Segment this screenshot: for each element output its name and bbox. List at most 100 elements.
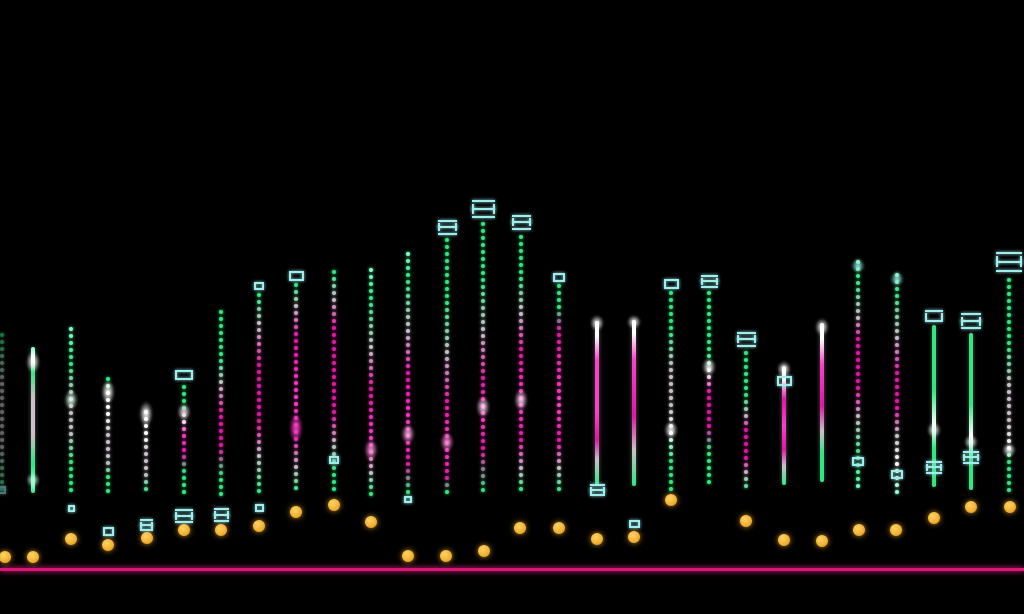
- column-dot: [744, 379, 748, 383]
- column-dot: [182, 399, 186, 403]
- column-dot: [182, 413, 186, 417]
- marker-bar: [139, 524, 153, 526]
- column-dot: [369, 373, 373, 377]
- column-dot: [519, 284, 523, 288]
- column-segment: [820, 323, 824, 482]
- column-dot: [856, 330, 860, 334]
- column-dot: [1007, 425, 1011, 429]
- column-dot: [257, 314, 261, 318]
- column-dot: [294, 290, 298, 294]
- column-dot: [406, 280, 410, 284]
- column-dot: [257, 489, 261, 493]
- beat-dot: [553, 522, 565, 534]
- column-dot: [69, 341, 73, 345]
- beat-dot: [740, 515, 752, 527]
- cap-marker-icon: [996, 252, 1022, 272]
- column-dot: [332, 459, 336, 463]
- column-dot: [445, 280, 449, 284]
- column-dot: [257, 356, 261, 360]
- column-dot: [0, 410, 4, 414]
- column-dot: [0, 438, 4, 442]
- column-dot: [257, 391, 261, 395]
- column-dot: [406, 308, 410, 312]
- column-dot: [406, 329, 410, 333]
- column-dot: [519, 256, 523, 260]
- column-dot: [144, 487, 148, 491]
- beat-dot: [628, 531, 640, 543]
- column-dot: [557, 319, 561, 323]
- column-dot: [557, 333, 561, 337]
- column-dot: [707, 361, 711, 365]
- column-dot: [144, 473, 148, 477]
- column-dot: [895, 406, 899, 410]
- column-dot: [481, 474, 485, 478]
- marker-bar: [700, 280, 718, 282]
- marker-bar: [471, 216, 495, 218]
- column-dot: [406, 441, 410, 445]
- column-dot: [219, 401, 223, 405]
- column-dot: [106, 384, 110, 388]
- cap-marker-icon: [175, 509, 193, 523]
- column-dot: [332, 389, 336, 393]
- column-dot: [219, 359, 223, 363]
- cap-marker-icon: [852, 456, 864, 466]
- column: [175, 370, 193, 523]
- cap-marker-icon: [961, 313, 981, 329]
- column-dot: [406, 252, 410, 256]
- marker-bar: [213, 508, 229, 510]
- column-dot: [707, 452, 711, 456]
- marker-bar: [852, 456, 864, 459]
- column: [254, 282, 264, 512]
- column-dot: [406, 336, 410, 340]
- column-dot: [557, 466, 561, 470]
- column-dot: [445, 266, 449, 270]
- column-dot: [182, 462, 186, 466]
- marker-bar: [175, 521, 193, 523]
- marker-bracket-side: [1020, 256, 1022, 267]
- marker-bar: [511, 214, 531, 217]
- column-dot: [219, 457, 223, 461]
- column-dot: [144, 445, 148, 449]
- column-dot: [445, 308, 449, 312]
- column-dot: [294, 395, 298, 399]
- column-dot: [69, 474, 73, 478]
- marker-bar: [736, 344, 756, 347]
- column-dot: [144, 452, 148, 456]
- marker-bar: [175, 509, 193, 511]
- column-dot: [219, 373, 223, 377]
- column: [401, 252, 415, 503]
- column-dot: [0, 417, 4, 421]
- marker-bracket-side: [736, 334, 739, 343]
- column-dot: [69, 432, 73, 436]
- marker-bar: [471, 208, 495, 210]
- column-dot: [557, 298, 561, 302]
- column-dot: [519, 431, 523, 435]
- column-dot: [406, 343, 410, 347]
- column-dot: [519, 368, 523, 372]
- column-dot: [406, 462, 410, 466]
- column-dot: [106, 475, 110, 479]
- column-dot: [856, 288, 860, 292]
- column-dot: [294, 416, 298, 420]
- column-dot: [856, 302, 860, 306]
- column-dot: [445, 364, 449, 368]
- column-dot: [144, 431, 148, 435]
- column-dot: [257, 433, 261, 437]
- marker-bracket-side: [852, 458, 854, 464]
- column-dot: [707, 459, 711, 463]
- column-dot: [406, 427, 410, 431]
- marker-bracket-side: [492, 204, 495, 214]
- marker-bar: [329, 462, 339, 464]
- column-dot: [182, 434, 186, 438]
- column-dot: [0, 361, 4, 365]
- marker-bracket-side: [676, 281, 679, 287]
- column-dot: [69, 355, 73, 359]
- column-dot: [856, 428, 860, 432]
- marker-bar: [663, 287, 679, 289]
- column-dot: [481, 376, 485, 380]
- column-dot: [0, 403, 4, 407]
- marker-bar: [663, 279, 679, 281]
- column-dot: [257, 342, 261, 346]
- column-dot: [895, 455, 899, 459]
